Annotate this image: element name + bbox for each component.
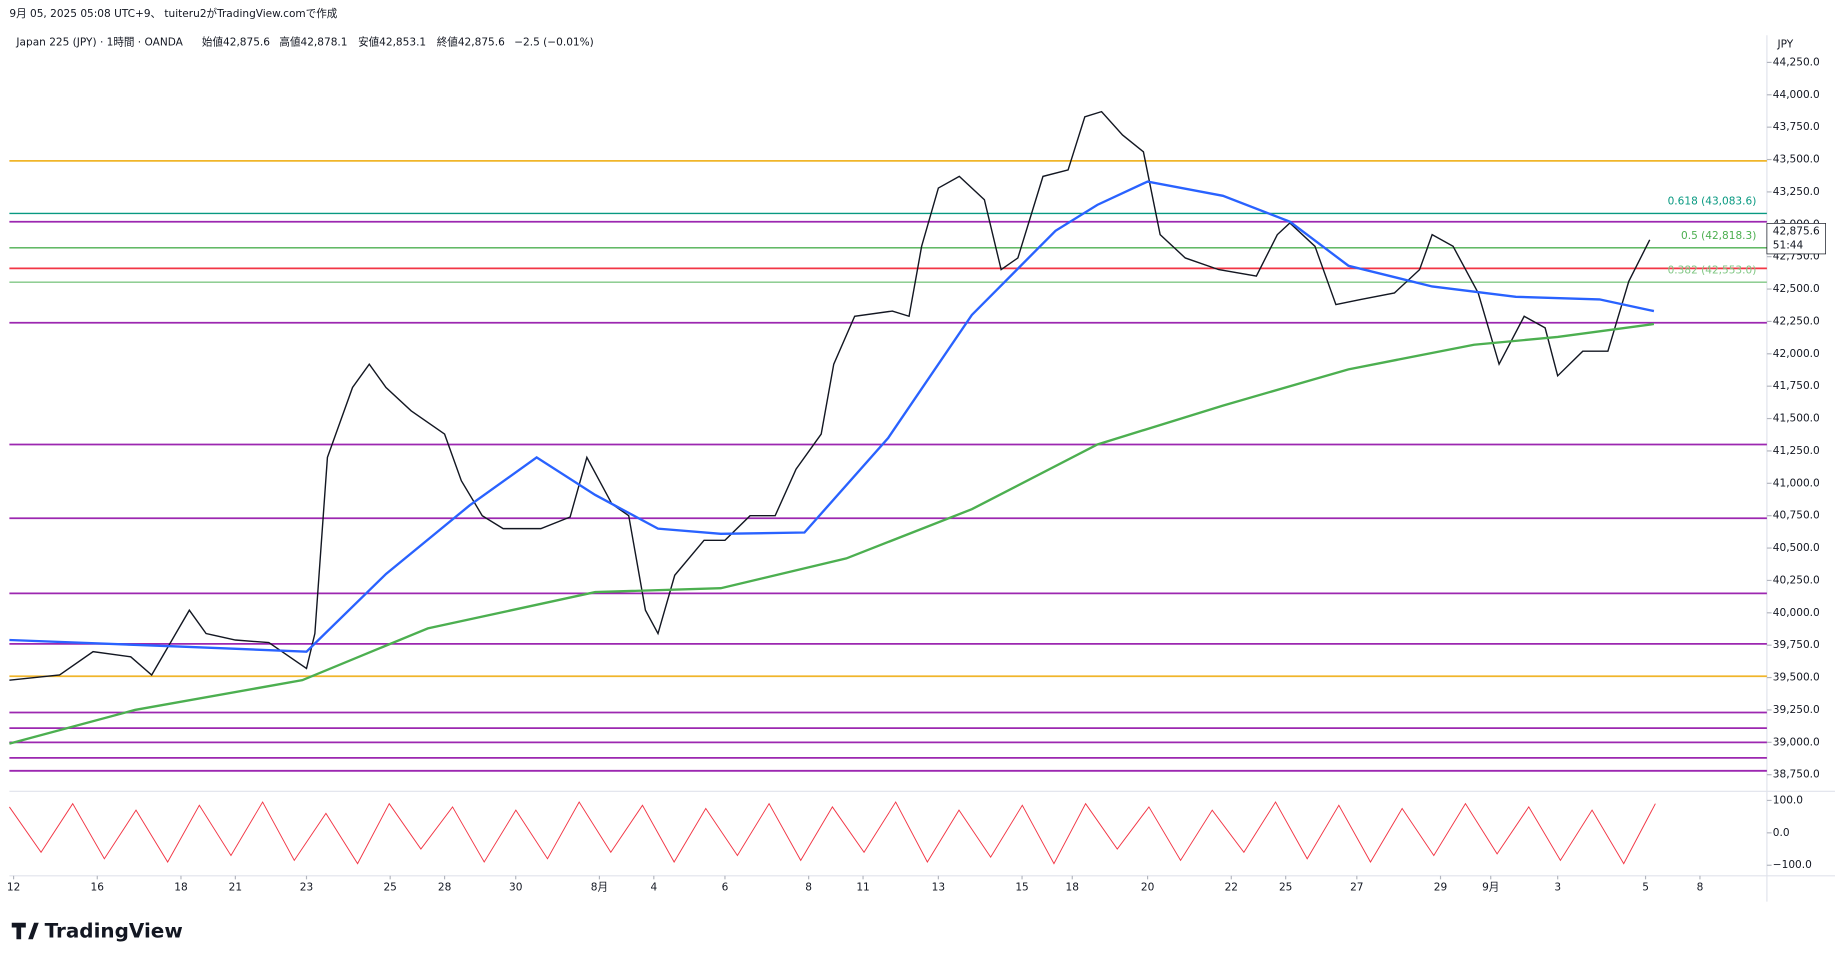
y-tick-label: 39,000.0 — [1773, 736, 1820, 748]
y-tick-label: 44,000.0 — [1773, 89, 1820, 101]
x-tick-label: 18 — [1066, 882, 1079, 894]
x-tick-label: 8 — [805, 882, 812, 894]
y-tick-label: 40,750.0 — [1773, 510, 1820, 522]
x-tick-label: 28 — [438, 882, 451, 894]
y-tick-label: 41,000.0 — [1773, 477, 1820, 489]
osc-tick-label: −100.0 — [1773, 859, 1812, 871]
osc-tick-label: 0.0 — [1773, 827, 1790, 839]
y-tick-label: 38,750.0 — [1773, 769, 1820, 781]
logo-icon — [11, 922, 39, 940]
x-tick-label: 16 — [91, 882, 105, 894]
x-tick-label: 25 — [1279, 882, 1292, 894]
y-tick-label: 42,250.0 — [1773, 315, 1820, 327]
x-tick-label: 30 — [509, 882, 523, 894]
x-tick-label: 22 — [1225, 882, 1238, 894]
change: −2.5 (−0.01%) — [514, 36, 594, 48]
y-tick-label: 40,000.0 — [1773, 607, 1820, 619]
x-tick-label: 13 — [932, 882, 945, 894]
x-tick-label: 4 — [650, 882, 657, 894]
x-tick-label: 18 — [174, 882, 187, 894]
x-tick-label: 9月 — [1482, 882, 1499, 894]
fib-label: 0.382 (42,553.0) — [1668, 264, 1757, 276]
price-line — [9, 322, 1655, 745]
price-line — [9, 110, 1651, 681]
x-tick-label: 6 — [722, 882, 729, 894]
osc-tick-label: 100.0 — [1773, 794, 1803, 806]
credit: 9月 05, 2025 05:08 UTC+9、 tuiteru2がTradin… — [9, 7, 337, 20]
y-tick-label: 41,750.0 — [1773, 380, 1820, 392]
fib-label: 0.618 (43,083.6) — [1668, 196, 1757, 208]
countdown: 51:44 — [1773, 240, 1804, 252]
currency: JPY — [1776, 39, 1793, 51]
x-tick-label: 25 — [383, 882, 396, 894]
x-tick-label: 20 — [1141, 882, 1155, 894]
ohlc-open: 始値42,875.6 — [202, 35, 270, 48]
y-tick-label: 44,250.0 — [1773, 56, 1820, 68]
y-tick-label: 43,750.0 — [1773, 121, 1820, 133]
last-price-box — [1766, 223, 1826, 255]
x-tick-label: 27 — [1350, 882, 1363, 894]
oscillator-line — [9, 801, 1656, 865]
fib-label: 0.5 (42,818.3) — [1681, 230, 1756, 242]
x-tick-label: 21 — [229, 882, 242, 894]
x-tick-label: 11 — [856, 882, 869, 894]
y-tick-label: 42,000.0 — [1773, 348, 1820, 360]
y-tick-label: 43,500.0 — [1773, 154, 1820, 166]
x-tick-label: 8月 — [591, 882, 608, 894]
y-tick-label: 42,500.0 — [1773, 283, 1820, 295]
x-tick-label: 8 — [1697, 882, 1704, 894]
y-tick-label: 40,250.0 — [1773, 574, 1820, 586]
y-tick-label: 39,500.0 — [1773, 672, 1820, 684]
x-tick-label: 23 — [300, 882, 313, 894]
last-price-label: 42,875.6 — [1773, 226, 1820, 238]
x-tick-label: 29 — [1434, 882, 1447, 894]
ohlc-close: 終値42,875.6 — [437, 35, 505, 48]
x-tick-label: 3 — [1554, 882, 1561, 894]
symbol: Japan 225 (JPY) · 1時間 · OANDA — [15, 36, 183, 48]
ohlc-low: 安値42,853.1 — [358, 35, 426, 48]
price-line — [9, 180, 1655, 653]
y-tick-label: 41,500.0 — [1773, 413, 1820, 425]
x-tick-label: 12 — [7, 882, 20, 894]
x-tick-label: 5 — [1642, 882, 1649, 894]
y-tick-label: 41,250.0 — [1773, 445, 1820, 457]
brand-logo: TradingView — [45, 919, 183, 943]
x-tick-label: 15 — [1015, 882, 1028, 894]
y-tick-label: 40,500.0 — [1773, 542, 1820, 554]
y-tick-label: 39,250.0 — [1773, 704, 1820, 716]
ohlc-high: 高値42,878.1 — [279, 35, 347, 48]
y-tick-label: 43,250.0 — [1773, 186, 1820, 198]
y-tick-label: 39,750.0 — [1773, 639, 1820, 651]
